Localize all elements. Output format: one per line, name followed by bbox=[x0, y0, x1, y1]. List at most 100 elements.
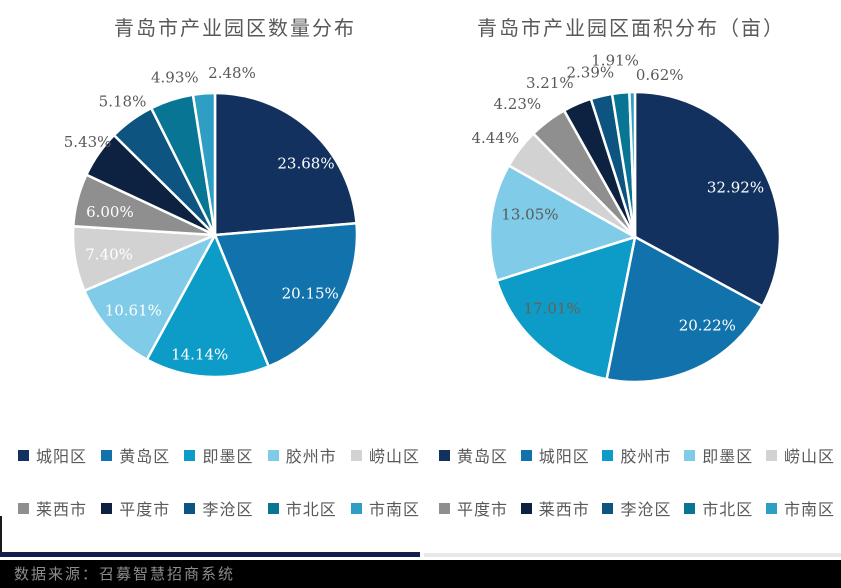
legend-swatch-icon bbox=[350, 502, 362, 514]
pie-chart-area-distribution: 32.92% 20.22% 17.01% 13.05% 4.44% 4.23% 3.21%2… bbox=[471, 52, 782, 384]
legend-swatch-icon bbox=[184, 502, 196, 514]
legend-label: 胶州市 bbox=[620, 447, 672, 466]
right-panel-underline-bar bbox=[424, 553, 841, 557]
legend-item-1-6: 莱西市 bbox=[520, 496, 590, 520]
page-edge-line bbox=[0, 516, 2, 552]
legend-swatch-icon bbox=[602, 449, 614, 461]
legend-item-1-5: 平度市 bbox=[439, 496, 508, 520]
legend-label: 即墨区 bbox=[202, 447, 254, 466]
legend-label: 市北区 bbox=[702, 500, 754, 519]
slice-label-1-6: 3.21% bbox=[526, 74, 574, 92]
legend-item-0-2: 即墨区 bbox=[184, 443, 253, 467]
legend-label: 黄岛区 bbox=[119, 447, 171, 466]
legend-label: 平度市 bbox=[119, 500, 171, 519]
legend-label: 莱西市 bbox=[36, 500, 88, 519]
slice-label-0-1: 20.15% bbox=[282, 284, 339, 302]
legend-swatch-icon bbox=[18, 449, 29, 461]
legend-item-0-1: 黄岛区 bbox=[101, 443, 170, 467]
slice-label-0-3: 10.61% bbox=[105, 302, 162, 320]
slice-label-1-2: 17.01% bbox=[523, 299, 580, 317]
legend-item-0-6: 平度市 bbox=[101, 496, 170, 520]
legend-label: 城阳区 bbox=[36, 447, 88, 466]
pie-slice-1-9 bbox=[628, 90, 637, 239]
legend-swatch-icon bbox=[684, 502, 696, 514]
legend-label: 崂山区 bbox=[368, 447, 420, 466]
footer-band: 数据来源：召募智慧招商系统 bbox=[0, 560, 841, 588]
legend-label: 城阳区 bbox=[538, 447, 590, 466]
legend-item-1-4: 崂山区 bbox=[765, 443, 835, 467]
legend-row: 城阳区 黄岛区 即墨区 胶州市 崂山区 bbox=[18, 444, 420, 466]
legend-swatch-icon bbox=[765, 449, 777, 461]
legend-label: 李沧区 bbox=[202, 500, 254, 519]
legend-label: 平度市 bbox=[457, 500, 509, 519]
slice-label-1-8: 1.91% bbox=[591, 52, 639, 70]
slice-label-0-9: 2.48% bbox=[208, 64, 256, 82]
legend-item-1-3: 即墨区 bbox=[684, 443, 753, 467]
slice-label-0-8: 4.93% bbox=[151, 69, 199, 87]
legend-label: 市北区 bbox=[285, 500, 337, 519]
legend-item-1-8: 市北区 bbox=[684, 496, 753, 520]
legend-swatch-icon bbox=[765, 502, 777, 514]
pie-slice-0-2 bbox=[145, 233, 270, 379]
slice-label-0-0: 23.68% bbox=[277, 155, 334, 173]
pie-slice-1-3 bbox=[488, 164, 637, 282]
legend-row: 莱西市 平度市 李沧区 市北区 市南区 bbox=[18, 497, 420, 519]
legend-swatch-icon bbox=[439, 449, 450, 461]
legend-swatch-icon bbox=[101, 502, 113, 514]
legend-swatch-icon bbox=[184, 449, 196, 461]
legend-item-1-1: 城阳区 bbox=[520, 443, 590, 467]
pie-slice-1-0 bbox=[633, 90, 782, 308]
pie-slice-0-0 bbox=[213, 91, 358, 237]
legend-label: 李沧区 bbox=[620, 500, 672, 519]
legend-row: 平度市 莱西市 李沧区 市北区 市南区 bbox=[439, 497, 835, 519]
legend-label: 黄岛区 bbox=[457, 447, 509, 466]
pie-chart-count-distribution: 23.68% 20.15% 14.14% 10.61% 7.40% 6.00% 5.43% 5… bbox=[64, 64, 359, 379]
legend-item-1-9: 市南区 bbox=[765, 496, 835, 520]
legend-swatch-icon bbox=[18, 502, 29, 514]
legend-item-0-7: 李沧区 bbox=[184, 496, 253, 520]
slice-label-0-2: 14.14% bbox=[171, 346, 228, 364]
legend-count-distribution: 城阳区 黄岛区 即墨区 胶州市 崂山区莱西市 平度市 李沧区 市北区 市南区 bbox=[18, 444, 420, 550]
legend-area-distribution: 黄岛区 城阳区 胶州市 即墨区 崂山区平度市 莱西市 李沧区 市北区 市南区 bbox=[439, 444, 835, 550]
pie-slice-0-1 bbox=[213, 221, 359, 368]
slice-label-1-5: 4.23% bbox=[493, 95, 541, 113]
legend-item-1-2: 胶州市 bbox=[602, 443, 671, 467]
chart-title-count-distribution: 青岛市产业园区数量分布 bbox=[114, 16, 356, 40]
legend-label: 胶州市 bbox=[285, 447, 337, 466]
legend-label: 崂山区 bbox=[783, 447, 835, 466]
slice-label-0-5: 6.00% bbox=[86, 203, 134, 221]
legend-item-0-9: 市南区 bbox=[350, 496, 420, 520]
slice-label-0-7: 5.18% bbox=[99, 92, 147, 110]
pie-slice-0-9 bbox=[191, 91, 217, 237]
legend-swatch-icon bbox=[350, 449, 362, 461]
pie-slice-1-1 bbox=[605, 235, 764, 384]
legend-item-0-5: 莱西市 bbox=[18, 496, 87, 520]
legend-swatch-icon bbox=[439, 502, 450, 514]
legend-item-1-0: 黄岛区 bbox=[439, 443, 508, 467]
data-source-text: 数据来源：召募智慧招商系统 bbox=[14, 565, 236, 583]
legend-item-1-7: 李沧区 bbox=[602, 496, 671, 520]
legend-item-0-0: 城阳区 bbox=[18, 443, 87, 467]
legend-swatch-icon bbox=[267, 502, 279, 514]
slice-label-1-7: 2.39% bbox=[566, 64, 614, 82]
legend-label: 市南区 bbox=[783, 500, 835, 519]
legend-swatch-icon bbox=[520, 449, 532, 461]
slice-label-0-6: 5.43% bbox=[64, 133, 112, 151]
chart-title-area-distribution: 青岛市产业园区面积分布（亩） bbox=[477, 16, 785, 40]
legend-item-0-3: 胶州市 bbox=[267, 443, 337, 467]
pie-slice-0-3 bbox=[83, 233, 217, 361]
slice-label-1-9: 0.62% bbox=[636, 66, 684, 84]
pie-slice-1-2 bbox=[495, 235, 637, 381]
slice-label-1-1: 20.22% bbox=[679, 317, 736, 335]
legend-swatch-icon bbox=[101, 449, 113, 461]
legend-swatch-icon bbox=[267, 449, 279, 461]
legend-label: 莱西市 bbox=[538, 500, 590, 519]
legend-label: 即墨区 bbox=[702, 447, 754, 466]
legend-item-0-4: 崂山区 bbox=[350, 443, 420, 467]
legend-swatch-icon bbox=[684, 449, 696, 461]
legend-swatch-icon bbox=[520, 502, 532, 514]
slice-label-1-0: 32.92% bbox=[707, 178, 764, 196]
legend-label: 市南区 bbox=[368, 500, 420, 519]
legend-item-0-8: 市北区 bbox=[267, 496, 337, 520]
